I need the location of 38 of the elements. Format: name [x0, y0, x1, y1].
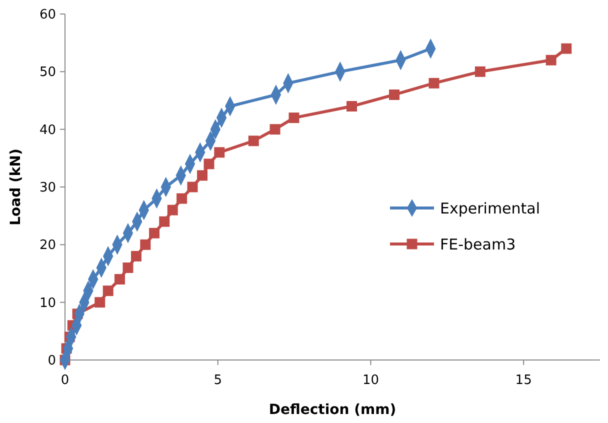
point	[176, 193, 188, 204]
x-tick-label: 15	[515, 373, 532, 388]
point	[204, 158, 214, 170]
y-axis-title: Load (kN)	[8, 148, 24, 226]
point	[130, 250, 142, 262]
y-tick-label: 20	[39, 238, 56, 254]
point	[197, 170, 208, 181]
point	[140, 239, 151, 250]
y-tick-label: 10	[39, 296, 56, 311]
y-tick-label: 0	[48, 354, 56, 369]
point	[248, 136, 259, 146]
x-tick-label: 5	[214, 373, 222, 388]
x-tick-label: 0	[60, 373, 70, 388]
legend-label: Experimental	[440, 199, 540, 218]
point	[288, 112, 300, 124]
point	[159, 216, 170, 227]
point	[114, 274, 125, 285]
point	[474, 66, 486, 77]
point	[149, 228, 160, 238]
x-axis-title: Deflection (mm)	[268, 402, 396, 418]
point	[561, 43, 572, 54]
legend-label: FE-beam3	[440, 235, 516, 254]
point	[187, 182, 198, 192]
point	[102, 286, 114, 296]
point	[346, 101, 358, 112]
x-tick-label: 10	[362, 373, 379, 388]
y-tick-label: 50	[39, 65, 56, 80]
y-tick-label: 60	[39, 8, 56, 23]
point	[270, 124, 280, 135]
point	[214, 147, 225, 158]
point	[389, 89, 400, 100]
point	[167, 204, 178, 216]
point	[428, 78, 440, 88]
point	[122, 262, 134, 273]
y-tick-label: 30	[39, 180, 56, 196]
y-tick-label: 40	[39, 122, 56, 138]
point	[546, 54, 556, 66]
point	[94, 297, 106, 308]
